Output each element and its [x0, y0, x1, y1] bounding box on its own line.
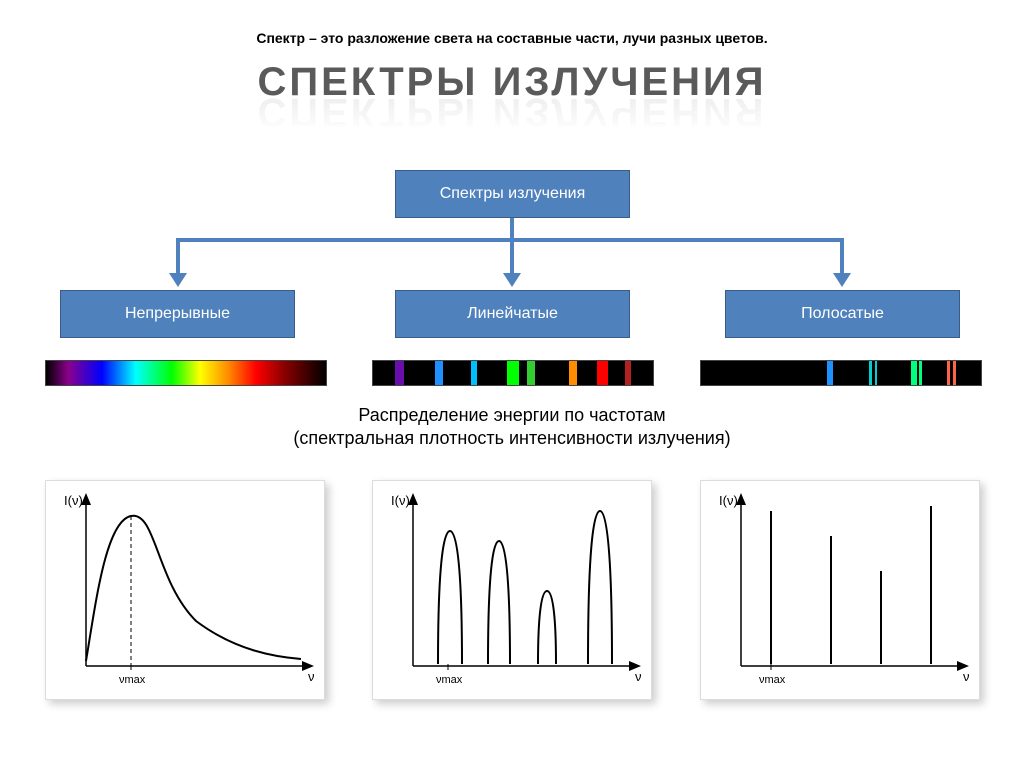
caption-line-2: (спектральная плотность интенсивности из…	[293, 428, 730, 448]
spectrum-line	[372, 360, 654, 386]
leaf-label-line: Линейчатые	[467, 305, 558, 323]
svg-text:ν: ν	[635, 669, 642, 684]
graph-continuous: I(ν) ν νmax	[46, 481, 326, 701]
leaf-box-line: Линейчатые	[395, 290, 630, 338]
svg-text:νmax: νmax	[436, 674, 463, 686]
arrow-head-3	[833, 273, 851, 287]
tree-root-box: Спектры излучения	[395, 170, 630, 218]
energy-caption: Распределение энергии по частотам (спект…	[0, 404, 1024, 451]
arrow-drop-1	[176, 238, 180, 274]
graph-band: I(ν) ν νmax	[701, 481, 981, 701]
arrow-head-2	[503, 273, 521, 287]
svg-text:I(ν): I(ν)	[719, 493, 738, 508]
tree-root-label: Спектры излучения	[440, 185, 586, 203]
graph-card-band: I(ν) ν νmax	[700, 480, 980, 700]
page-title-reflection: СПЕКТРЫ ИЗЛУЧЕНИЯ	[0, 89, 1024, 134]
spectrum-continuous	[45, 360, 327, 386]
graph-card-continuous: I(ν) ν νmax	[45, 480, 325, 700]
svg-text:I(ν): I(ν)	[391, 493, 410, 508]
graph-card-line: I(ν) ν νmax	[372, 480, 652, 700]
page: Спектр – это разложение света на составн…	[0, 0, 1024, 767]
title-block: СПЕКТРЫ ИЗЛУЧЕНИЯ СПЕКТРЫ ИЗЛУЧЕНИЯ	[0, 60, 1024, 134]
svg-text:ν: ν	[963, 669, 970, 684]
arrow-drop-2	[510, 238, 514, 274]
svg-text:I(ν): I(ν)	[64, 493, 83, 508]
leaf-box-band: Полосатые	[725, 290, 960, 338]
svg-text:νmax: νmax	[759, 674, 786, 686]
svg-text:νmax: νmax	[119, 674, 146, 686]
subtitle-text: Спектр – это разложение света на составн…	[0, 30, 1024, 46]
spectrum-band	[700, 360, 982, 386]
svg-text:ν: ν	[308, 669, 315, 684]
caption-line-1: Распределение энергии по частотам	[358, 405, 665, 425]
leaf-label-continuous: Непрерывные	[125, 305, 230, 323]
graph-line: I(ν) ν νmax	[373, 481, 653, 701]
leaf-label-band: Полосатые	[801, 305, 884, 323]
arrow-drop-3	[840, 238, 844, 274]
arrow-head-1	[169, 273, 187, 287]
leaf-box-continuous: Непрерывные	[60, 290, 295, 338]
arrow-stem	[510, 218, 514, 240]
